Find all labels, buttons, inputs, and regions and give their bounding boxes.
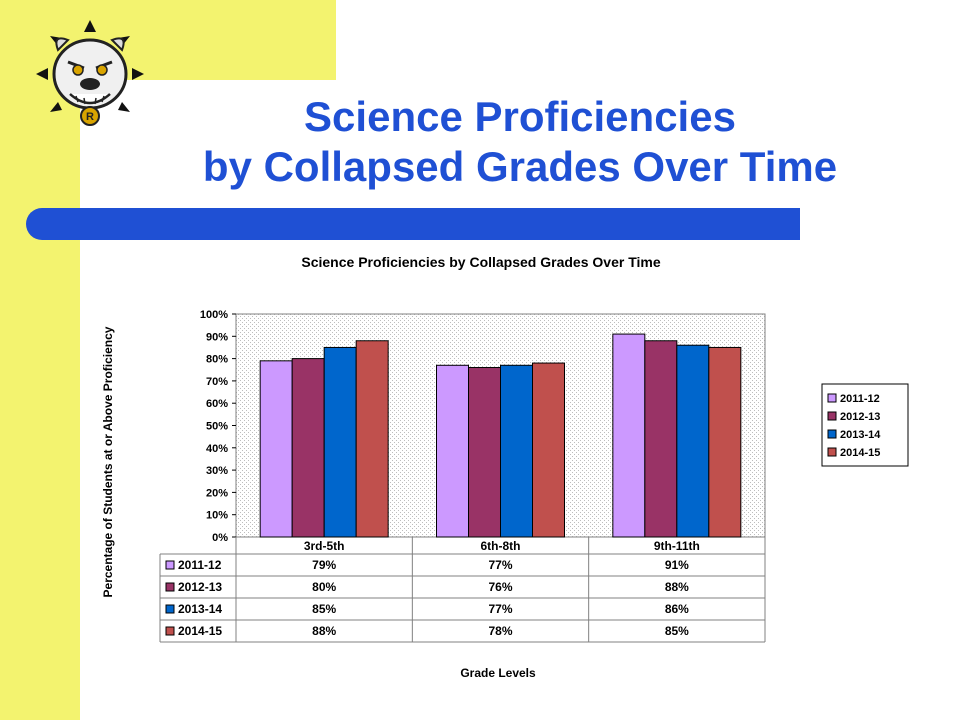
bar-2012-13-9th-11th [644,340,678,538]
y-tick-label: 10% [206,510,228,522]
y-axis-ticks: 0% 10% 20% 30% 40% 50% 60% 70% 80% 90% 100% [200,309,236,544]
y-tick-label: 50% [206,421,228,433]
data-label: 76% [488,580,512,594]
table-swatch [165,560,175,570]
data-label: 77% [488,602,512,616]
y-tick-label: 30% [206,465,228,477]
data-label: 88% [312,624,336,638]
bar-2012-13-3rd-5th [291,358,325,538]
legend: 2011-12 2012-13 2013-14 2014-15 [821,383,909,467]
table-swatch [165,626,175,636]
y-tick-label: 20% [206,487,228,499]
bar-2013-14-6th-8th [500,364,533,538]
legend-label: 2011-12 [840,393,880,405]
legend-label: 2012-13 [840,411,880,423]
y-tick-label: 100% [200,309,228,321]
x-axis-label: Grade Levels [460,666,536,680]
bulldog-logo-icon: R [36,20,144,126]
bar-2014-15-6th-8th [532,362,565,538]
y-axis-label: Percentage of Students at or Above Profi… [101,326,115,597]
table-series-name: 2014-15 [178,624,222,638]
slide-title-line-2: by Collapsed Grades Over Time [202,143,838,190]
y-tick-label: 80% [206,354,228,366]
legend-swatch [827,429,837,439]
data-label: 77% [488,558,512,572]
bar-2014-15-9th-11th [708,346,742,538]
table-series-name: 2011-12 [178,558,222,572]
data-label: 88% [665,580,689,594]
bar-2011-12-9th-11th [612,333,646,538]
legend-swatch [827,411,837,421]
legend-label: 2013-14 [840,429,881,441]
chart-title: Science Proficiencies by Collapsed Grade… [301,254,660,270]
title-underline-bar [26,208,800,240]
data-label: 86% [665,602,689,616]
bar-2011-12-6th-8th [436,364,469,538]
legend-label: 2014-15 [840,447,880,459]
legend-swatch [827,393,837,403]
left-accent-band [0,0,80,720]
bar-2013-14-3rd-5th [323,346,357,538]
data-label: 85% [665,624,689,638]
y-tick-label: 0% [212,532,228,544]
bar-2013-14-9th-11th [676,344,710,538]
slide-title: Science Proficiencies by Collapsed Grade… [100,92,940,192]
table-swatch [165,582,175,592]
y-tick-label: 90% [206,331,228,343]
slide-title-line-1: Science Proficiencies [304,93,736,140]
data-label: 79% [312,558,336,572]
bars-group [259,333,742,538]
table-series-name: 2012-13 [178,580,222,594]
data-label: 78% [488,624,512,638]
data-label: 91% [665,558,689,572]
table-swatch [165,604,175,614]
logo-badge-letter: R [86,111,94,123]
y-tick-label: 60% [206,398,228,410]
legend-swatch [827,447,837,457]
bar-2012-13-6th-8th [468,367,501,538]
bar-2014-15-3rd-5th [355,340,389,538]
y-tick-label: 40% [206,443,228,455]
category-label: 9th-11th [654,539,700,553]
category-label: 6th-8th [481,539,521,553]
bar-2011-12-3rd-5th [259,360,293,538]
y-tick-label: 70% [206,376,228,388]
data-label: 85% [312,602,336,616]
category-label: 3rd-5th [304,539,345,553]
data-table: 3rd-5th 6th-8th 9th-11th 2011-12 79% 77% 91% 20… [159,537,766,643]
data-label: 80% [312,580,336,594]
table-series-name: 2013-14 [178,602,222,616]
